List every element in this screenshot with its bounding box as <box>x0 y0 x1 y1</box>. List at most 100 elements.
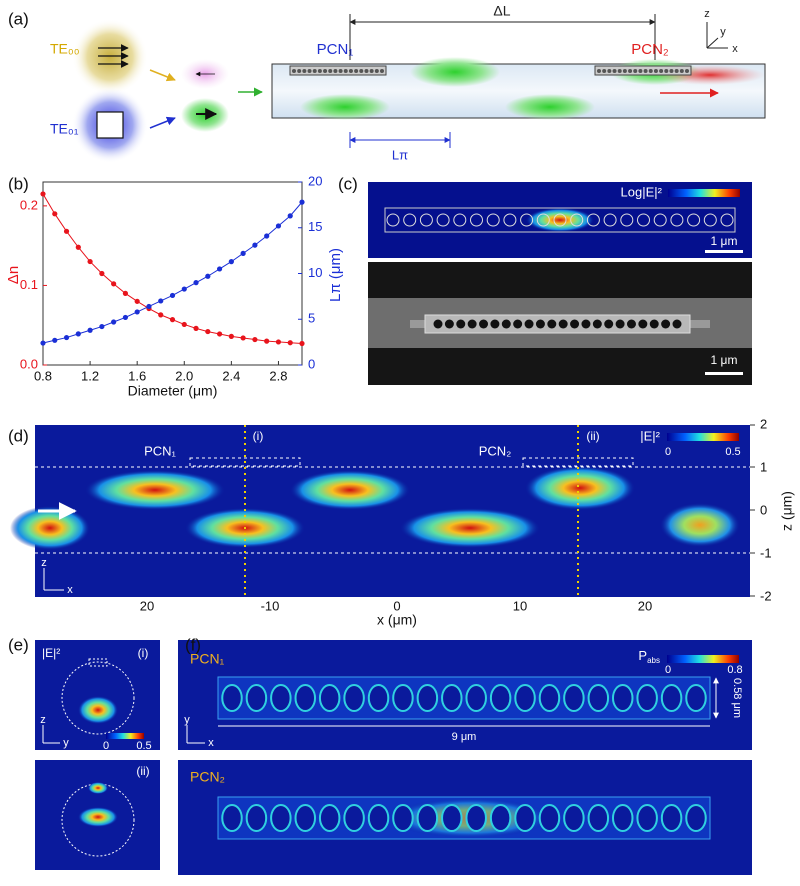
data-point <box>99 270 105 277</box>
3: (d) <box>8 426 29 445</box>
data-point <box>216 331 223 337</box>
hole <box>456 319 466 329</box>
field-label: |E|² <box>42 646 60 660</box>
hotspot <box>78 807 118 827</box>
hole <box>364 69 369 73</box>
delta-l: ΔL <box>493 3 510 19</box>
hole <box>563 684 585 712</box>
hole <box>302 69 307 73</box>
te01: TE₀₁ <box>50 121 79 137</box>
label-main: P <box>638 648 647 663</box>
data-point <box>87 327 93 333</box>
data-point <box>122 314 129 321</box>
hole <box>581 319 591 329</box>
markers <box>244 425 579 597</box>
hole <box>470 213 483 227</box>
y-tick-label: 0.1 <box>20 277 38 292</box>
hole <box>513 319 523 329</box>
data-point <box>205 273 211 279</box>
colorbar <box>668 189 740 197</box>
x-axis-label: Diameter (μm) <box>128 383 218 399</box>
4: -2 <box>760 588 772 603</box>
hole <box>416 684 439 712</box>
hole <box>514 804 536 832</box>
hole <box>592 319 602 329</box>
hole <box>436 213 450 227</box>
scale-top: 1 μm <box>711 234 738 248</box>
axis-x: x <box>67 584 73 596</box>
hole <box>611 684 634 712</box>
length: 9 μm <box>452 731 477 743</box>
hole <box>323 69 328 73</box>
hole <box>685 684 707 712</box>
beat <box>505 94 595 120</box>
hole <box>419 213 433 227</box>
data-point <box>287 213 293 219</box>
y-tick-label: 0.2 <box>20 197 38 212</box>
axis-y: y <box>184 714 190 726</box>
hole <box>245 804 268 832</box>
holes <box>433 319 682 329</box>
data-point <box>63 334 70 341</box>
hole <box>679 69 684 73</box>
hotspot <box>78 696 118 724</box>
hole <box>343 804 365 832</box>
colorbar <box>667 433 739 441</box>
hole <box>374 69 379 73</box>
hole <box>270 684 292 712</box>
colorbar <box>667 655 739 663</box>
data-point <box>158 312 164 318</box>
data-point <box>52 211 58 217</box>
colorbar-label: |E|² <box>640 428 660 443</box>
hole <box>558 319 568 329</box>
hole <box>221 804 243 832</box>
data-point <box>134 298 140 304</box>
pcn2: PCN₂ <box>631 41 669 58</box>
data-point <box>228 333 234 339</box>
x-tick-label: 2.4 <box>222 368 240 383</box>
hole <box>501 319 511 329</box>
hole <box>367 804 390 832</box>
hole <box>294 804 317 832</box>
data-point <box>169 292 176 299</box>
scale-bottom: 1 μm <box>711 353 738 367</box>
marker-ii: (ii) <box>136 764 149 778</box>
y-axis-label: Δn <box>5 266 22 284</box>
0: 2 <box>760 416 767 431</box>
hole <box>633 69 638 73</box>
beat <box>300 94 390 120</box>
te00-arrows <box>98 44 129 68</box>
4: 20 <box>638 598 652 613</box>
data-point <box>275 339 282 345</box>
hole <box>636 804 658 832</box>
hole <box>538 804 561 832</box>
pcn1: PCN₁ <box>317 41 354 58</box>
pcn2: PCN₂ <box>190 769 225 785</box>
pcn2-bar <box>594 65 692 76</box>
hole <box>441 804 463 832</box>
hole <box>620 213 634 227</box>
hole <box>670 213 684 227</box>
hole <box>318 684 341 712</box>
1: 1 <box>760 459 767 474</box>
hole <box>328 69 333 73</box>
x-tick-label: 2.0 <box>175 368 193 383</box>
hotspot <box>88 782 108 794</box>
hole <box>603 213 617 227</box>
3: 10 <box>513 598 527 613</box>
data-point <box>99 323 105 330</box>
hole <box>343 684 365 712</box>
hole <box>489 684 512 712</box>
hole <box>444 319 454 329</box>
hole <box>586 213 600 227</box>
hole <box>307 69 312 73</box>
z-label: z (μm) <box>779 491 795 531</box>
hole <box>514 684 536 712</box>
data-point <box>205 328 211 335</box>
data-point <box>111 319 117 325</box>
axes-glyph <box>43 568 64 591</box>
hole <box>659 69 664 73</box>
hole <box>535 319 545 329</box>
2: 0 <box>393 598 400 613</box>
